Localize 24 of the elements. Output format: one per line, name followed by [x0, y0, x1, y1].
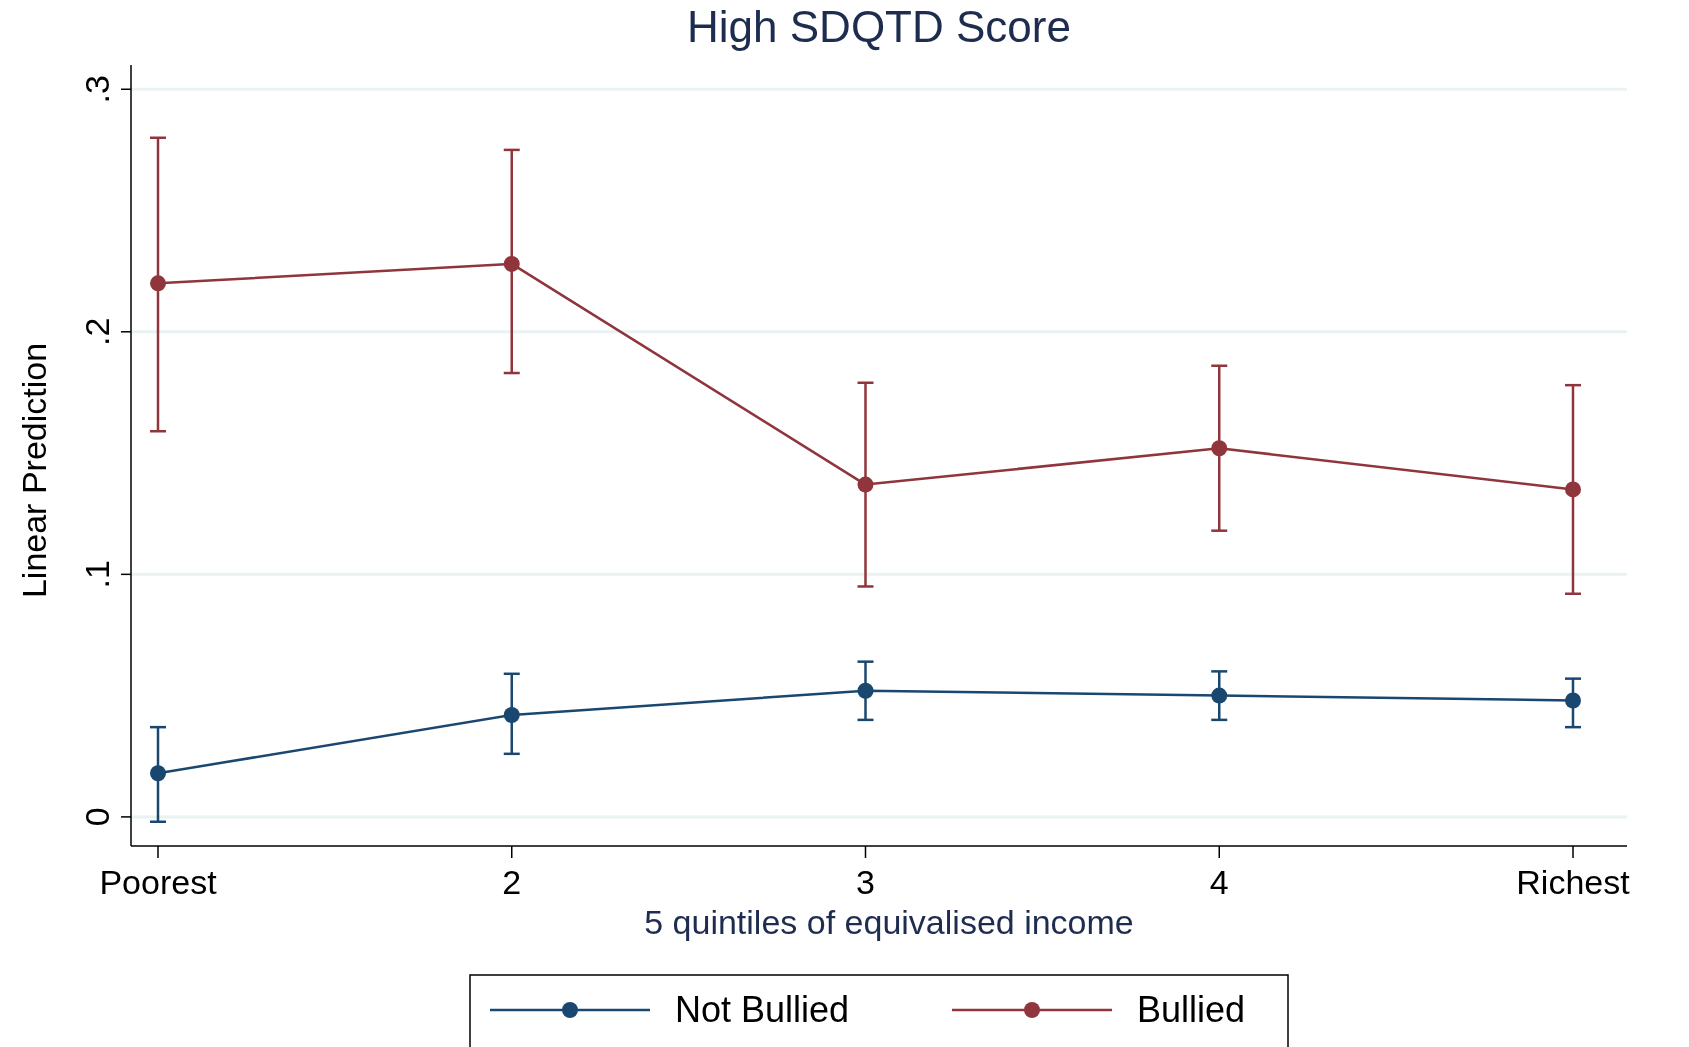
- point: [503, 707, 520, 724]
- y-axis-title: Linear Prediction: [15, 342, 53, 599]
- x-tick-label: 2: [502, 863, 522, 901]
- y-tick-label: .3: [78, 75, 116, 104]
- y-tick-label: .1: [78, 560, 116, 589]
- point: [1211, 440, 1228, 457]
- legend-label: Bullied: [1137, 989, 1246, 1030]
- point: [1565, 481, 1581, 498]
- x-tick-label: 3: [856, 863, 875, 901]
- point: [503, 255, 520, 272]
- chart-title: High SDQTD Score: [687, 2, 1071, 51]
- point: [857, 682, 874, 699]
- y-tick-label: 0: [78, 807, 116, 827]
- legend-label: Not Bullied: [675, 989, 850, 1030]
- y-tick-label: .2: [78, 317, 116, 346]
- point: [150, 765, 166, 782]
- x-tick-label: Richest: [1516, 863, 1631, 901]
- point: [1565, 692, 1581, 709]
- x-axis-title: 5 quintiles of equivalised income: [644, 903, 1134, 941]
- x-tick-label: 4: [1209, 863, 1229, 901]
- point: [857, 476, 874, 493]
- point: [150, 275, 166, 292]
- point: [1211, 687, 1228, 704]
- x-tick-label: Poorest: [99, 863, 218, 901]
